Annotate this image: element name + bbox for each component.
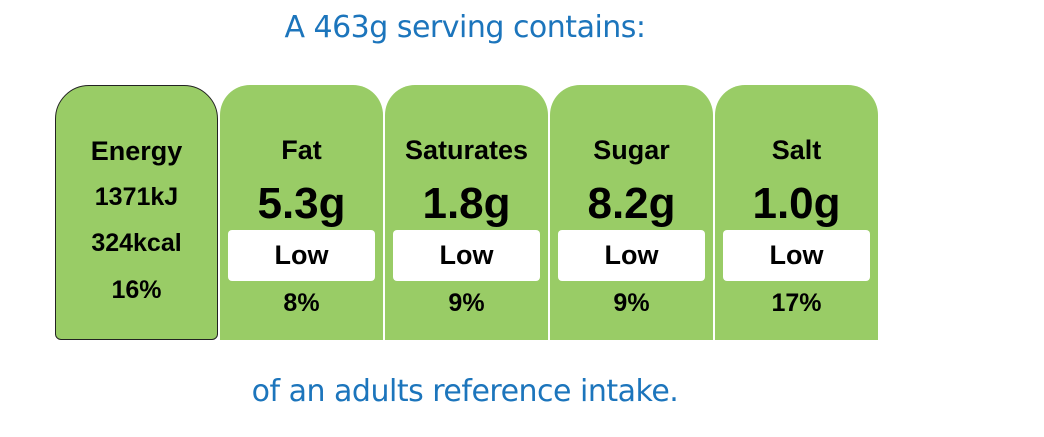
nutrient-value: 5.3g	[257, 179, 346, 228]
energy-percent: 16%	[111, 276, 162, 304]
nutrient-level-badge: Low	[558, 230, 705, 281]
sugar-label: Sugar 8.2g Low 9%	[550, 85, 713, 340]
serving-heading: A 463g serving contains:	[284, 10, 646, 45]
fat-label: Fat 5.3g Low 8%	[220, 85, 383, 340]
nutrient-level-badge: Low	[393, 230, 540, 281]
energy-kcal: 324kcal	[91, 229, 182, 257]
nutrient-title: Fat	[281, 135, 322, 165]
nutrient-title: Saturates	[404, 135, 529, 165]
nutrient-percent: 9%	[448, 289, 485, 317]
nutrient-title: Sugar	[593, 135, 670, 165]
nutrient-value: 1.8g	[422, 179, 511, 228]
energy-title: Energy	[90, 136, 183, 166]
energy-kj: 1371kJ	[94, 183, 179, 211]
nutrient-value: 8.2g	[587, 179, 676, 228]
nutrient-percent: 17%	[771, 289, 822, 317]
reference-intake-note: of an adults reference intake.	[251, 374, 679, 409]
nutrient-title: Salt	[771, 135, 822, 165]
nutrient-percent: 8%	[283, 289, 320, 317]
salt-label: Salt 1.0g Low 17%	[715, 85, 878, 340]
nutrient-percent: 9%	[613, 289, 650, 317]
nutrient-level-badge: Low	[723, 230, 870, 281]
saturates-label: Saturates 1.8g Low 9%	[385, 85, 548, 340]
nutrient-value: 1.0g	[752, 179, 841, 228]
energy-label: Energy 1371kJ 324kcal 16%	[55, 85, 218, 340]
nutrient-level-badge: Low	[228, 230, 375, 281]
